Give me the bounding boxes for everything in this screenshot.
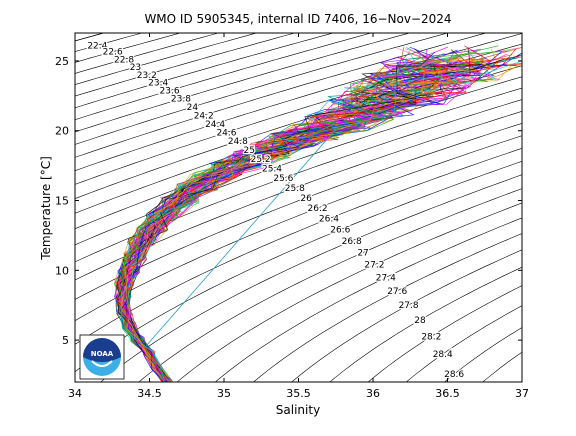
density-contour [75, 33, 182, 63]
density-contour [75, 33, 411, 133]
density-contour [75, 33, 449, 145]
contour-label: 24.2 [194, 111, 214, 121]
contour-label: 25.8 [285, 184, 305, 194]
axes: 34 34.5 35 35.5 36 36.5 37 5 10 15 20 25 [55, 33, 529, 400]
contour-label: 24.6 [216, 128, 236, 138]
contour-labels: 22.422.622.82323.223.423.623.82424.224.4… [86, 40, 466, 381]
contour-label: 24 [187, 103, 199, 113]
chart-title: WMO ID 5905345, internal ID 7406, 16−Nov… [144, 12, 451, 26]
contour-label: 27.6 [387, 287, 407, 297]
contour-label: 23.8 [171, 95, 191, 105]
density-contour [75, 147, 522, 345]
contour-label: 25.4 [262, 165, 282, 175]
profile-line [121, 57, 496, 382]
x-tick-label: 35 [217, 387, 231, 400]
profile-line [116, 48, 517, 381]
logo-wave [91, 360, 113, 367]
x-tick-label: 34.5 [137, 387, 162, 400]
density-contour [405, 305, 522, 382]
contour-label: 26.2 [308, 204, 328, 214]
contour-label: 25.6 [273, 174, 293, 184]
y-tick-label: 5 [62, 334, 69, 347]
density-contour [291, 249, 522, 382]
y-tick-label: 15 [55, 195, 69, 208]
density-contour [367, 285, 522, 382]
profile-line [120, 63, 508, 382]
density-contour [75, 76, 522, 230]
x-tick-label: 37 [515, 387, 529, 400]
density-contour [75, 160, 522, 373]
profile-line [117, 57, 517, 382]
outlier-segment [144, 129, 337, 348]
contour-label: 28.6 [444, 370, 464, 380]
x-tick-label: 34 [68, 387, 82, 400]
contour-label: 28.2 [421, 332, 441, 342]
density-contour [100, 174, 522, 382]
profile-line [115, 65, 472, 382]
contour-label: 22.8 [114, 55, 134, 65]
density-contour [75, 87, 522, 246]
contour-label: 22.4 [87, 41, 107, 51]
profile-line [114, 59, 485, 380]
contour-label: 22.6 [103, 48, 123, 58]
density-contour [60, 0, 537, 4]
contour-label: 27 [357, 249, 368, 259]
density-contour [75, 33, 373, 121]
y-tick-label: 20 [55, 125, 69, 138]
contour-label: 26.4 [319, 215, 339, 225]
y-tick-label: 25 [55, 55, 69, 68]
density-contour [75, 33, 258, 85]
noaa-logo-icon: NOAA [79, 334, 125, 380]
density-contour [75, 33, 487, 158]
x-tick-label: 35.5 [286, 387, 311, 400]
contour-label: 27.2 [364, 261, 384, 271]
profile-bundle [114, 45, 522, 382]
contour-label: 24.8 [228, 137, 248, 147]
density-contour [75, 33, 522, 172]
logo-sky [83, 338, 121, 362]
y-axis-label: Temperature [°C] [39, 156, 53, 261]
density-contour [329, 266, 522, 382]
density-contour [75, 33, 296, 97]
contour-label: 27.4 [376, 273, 396, 283]
density-contour [214, 217, 522, 382]
profile-line [123, 51, 478, 382]
x-tick-label: 36.5 [435, 387, 460, 400]
contour-label: 23.4 [148, 79, 168, 89]
contour-label: 25.2 [251, 155, 271, 165]
profile-line [118, 61, 483, 382]
density-contour [444, 327, 522, 382]
contour-label: 25 [244, 146, 255, 156]
profile-line [118, 61, 505, 382]
contour-label: 27.8 [399, 301, 419, 311]
x-axis-label: Salinity [276, 403, 320, 417]
contour-label: 26.6 [330, 226, 350, 236]
logo-text: NOAA [91, 350, 114, 358]
contour-label: 28 [414, 316, 426, 326]
density-contour [75, 33, 334, 109]
density-contour [253, 233, 522, 382]
contour-label: 23.6 [160, 87, 180, 97]
x-tick-label: 36 [366, 387, 380, 400]
density-contour [176, 202, 522, 382]
contour-label: 26 [300, 194, 312, 204]
profile-line [116, 58, 504, 381]
density-contour [75, 135, 522, 322]
profile-line [121, 55, 470, 381]
profile-line [122, 62, 473, 381]
contour-label: 24.4 [205, 120, 225, 130]
contour-label: 26.8 [342, 237, 362, 247]
density-contour [75, 33, 220, 74]
density-contour [75, 33, 144, 52]
contour-label: 23.2 [137, 71, 157, 81]
contour-label: 23 [130, 63, 141, 73]
contour-label: 28.4 [433, 350, 453, 360]
y-tick-label: 10 [55, 264, 69, 277]
